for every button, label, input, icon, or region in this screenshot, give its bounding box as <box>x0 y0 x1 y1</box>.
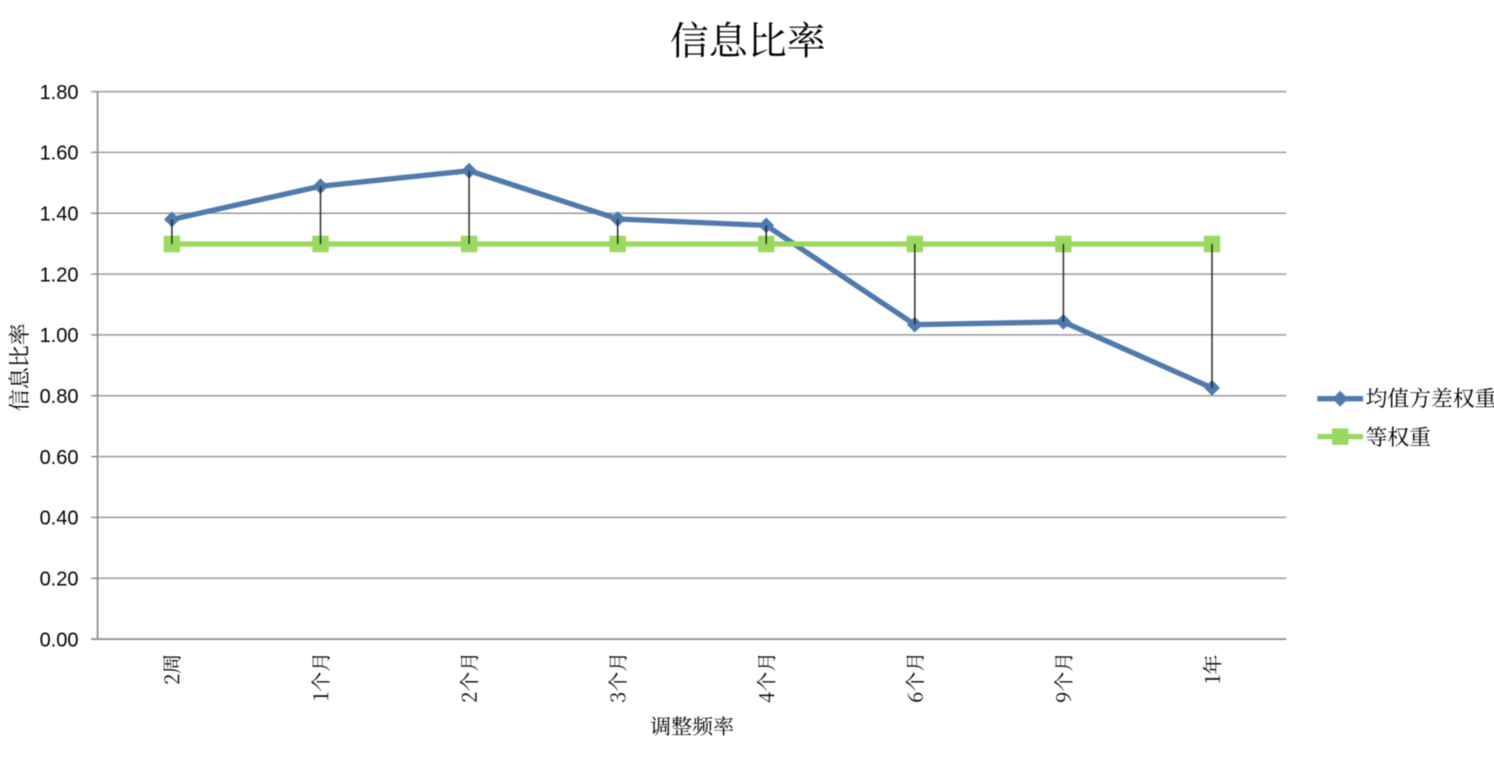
svg-text:1.60: 1.60 <box>40 143 79 165</box>
svg-text:0.20: 0.20 <box>40 569 79 591</box>
svg-text:0.40: 0.40 <box>40 508 79 530</box>
svg-text:0.80: 0.80 <box>40 386 79 408</box>
svg-text:1.80: 1.80 <box>40 82 79 104</box>
svg-text:1.40: 1.40 <box>40 204 79 226</box>
svg-text:0.00: 0.00 <box>40 629 79 651</box>
svg-text:0.60: 0.60 <box>40 447 79 469</box>
svg-text:1.20: 1.20 <box>40 264 79 286</box>
svg-text:1.00: 1.00 <box>40 325 79 347</box>
